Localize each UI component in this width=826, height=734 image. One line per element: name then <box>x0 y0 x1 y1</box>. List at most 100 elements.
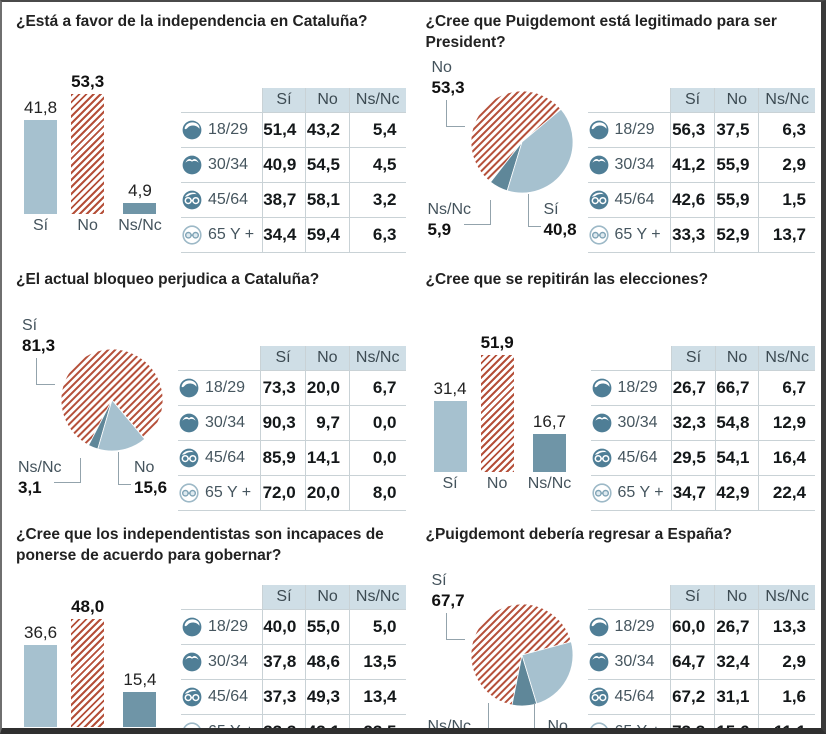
age-group-label: 45/64 <box>617 449 658 466</box>
pie-slice-value: 5,9 <box>427 220 452 239</box>
table-cell: 2,9 <box>758 644 815 680</box>
bar-value-label: 16,7 <box>532 412 567 431</box>
col-header-0: Sí <box>669 88 715 113</box>
table-cell: 40,0 <box>261 609 306 645</box>
age-65-plus-icon <box>589 722 608 728</box>
table-cell: 52,9 <box>714 217 759 253</box>
age-group-cell: 65 Y + <box>181 715 262 728</box>
bar-category-label: Ns/Nc <box>118 217 162 234</box>
table-row: 65 Y + 34,4 59,4 6,3 <box>181 217 406 253</box>
pie-callout-line <box>445 100 465 127</box>
bar-category-label: Sí <box>33 727 48 728</box>
table-cell: 33,3 <box>669 217 715 253</box>
age-45-64-icon <box>592 448 611 468</box>
age-45-64-icon <box>182 190 202 210</box>
pie-label-Sí: Sí 67,7 <box>432 571 465 611</box>
panel-title: ¿Cree que Puigdemont está legitimado par… <box>425 13 777 51</box>
table-row: 65 Y + 33,3 52,9 13,7 <box>587 217 815 253</box>
age-group-cell: 18/29 <box>181 113 262 148</box>
age-30-34-icon <box>589 155 608 175</box>
age-group-cell: 30/34 <box>588 645 671 680</box>
pie-slice-value: 40,8 <box>543 220 577 239</box>
age-group-cell: 65 Y + <box>591 476 672 511</box>
age-group-label: 18/29 <box>614 121 655 138</box>
table-cell: 42,9 <box>714 475 759 511</box>
table-cell: 5,0 <box>348 609 406 645</box>
table-cell: 37,3 <box>261 679 306 715</box>
pie-chart-svg <box>470 90 573 194</box>
table-row: 65 Y + 73,3 15,6 11,1 <box>587 714 815 728</box>
table-cell: 55,0 <box>305 609 350 645</box>
age-group-label: 65 Y + <box>205 484 252 501</box>
pie-slice-No <box>520 641 573 705</box>
table-cell: 72,0 <box>260 475 306 511</box>
table-cell: 73,3 <box>260 370 306 406</box>
pie-slice-name: Sí <box>431 572 447 589</box>
age-30-34-icon <box>589 652 608 672</box>
age-breakdown-table: Sí No Ns/Nc 18/29 26,7 66,7 6,7 30/34 32,3 54,8 12… <box>590 346 815 511</box>
table-row: 30/34 32,3 54,8 12,9 <box>590 405 815 441</box>
age-breakdown-table: Sí No Ns/Nc 18/29 51,4 43,2 5,4 30/34 40,9 54,5 4,… <box>181 88 406 253</box>
table-row: 30/34 37,8 48,6 13,5 <box>181 644 406 680</box>
panel-elecciones: ¿Cree que se repitirán las elecciones? 3… <box>412 260 822 515</box>
pie-label-Ns/Nc: Ns/Nc <box>427 717 472 734</box>
bar-0 <box>24 645 58 727</box>
pie-label-No: No 53,3 <box>432 58 465 98</box>
age-group-label: 18/29 <box>208 121 249 138</box>
pie-slice-name: No <box>134 459 155 476</box>
pie-chart-svg <box>60 348 164 452</box>
table-cell: 1,5 <box>758 182 815 218</box>
pie-slice-No <box>470 90 562 183</box>
pie-chart: Sí 67,7 Ns/Nc No <box>426 572 588 734</box>
table-cell: 26,7 <box>714 609 759 645</box>
table-row: 30/34 41,2 55,9 2,9 <box>587 147 815 183</box>
col-header-1: No <box>305 88 350 113</box>
panel-independentistas: ¿Cree que los independentistas son incap… <box>2 515 412 728</box>
table-cell: 37,5 <box>714 112 759 148</box>
age-group-cell: 18/29 <box>591 371 672 406</box>
col-header-0: Sí <box>669 585 715 610</box>
bar-0 <box>433 401 467 472</box>
pie-slice-name: Sí <box>22 317 38 334</box>
age-group-label: 18/29 <box>205 379 246 396</box>
age-group-cell: 45/64 <box>588 680 671 715</box>
col-header-0: Sí <box>671 346 716 371</box>
table-cell: 20,0 <box>304 370 350 406</box>
bar-category-label: Sí <box>32 217 49 234</box>
bar-chart: 36,6 Sí 48,0 No 15,4 Ns/Nc <box>16 585 181 728</box>
table-row: 18/29 40,0 55,0 5,0 <box>181 609 406 645</box>
pie-label-Ns/Nc: Ns/Nc 5,9 <box>428 200 472 240</box>
age-18-29-icon <box>589 120 608 140</box>
table-cell: 66,7 <box>714 370 759 406</box>
pie-slice-Sí <box>506 108 573 194</box>
age-group-cell: 45/64 <box>591 441 672 476</box>
age-column-header <box>178 346 261 371</box>
table-row: 45/64 37,3 49,3 13,4 <box>181 679 406 715</box>
pie-callout-line <box>445 613 465 640</box>
bar-category-label: Ns/Nc <box>118 727 162 728</box>
panel-puigdemont-legitimado: ¿Cree que Puigdemont está legitimado par… <box>412 2 822 260</box>
bar-value-label: 51,9 <box>480 333 514 352</box>
panel-independencia: ¿Está a favor de la independencia en Cat… <box>2 2 412 260</box>
table-cell: 43,1 <box>305 714 350 728</box>
table-cell: 6,3 <box>348 217 406 253</box>
table-row: 18/29 56,3 37,5 6,3 <box>587 112 815 148</box>
age-65-plus-icon <box>183 722 201 728</box>
age-column-header <box>181 88 262 113</box>
age-65-plus-icon <box>588 225 609 245</box>
age-breakdown-table: Sí No Ns/Nc 18/29 60,0 26,7 13,3 30/34 64,7 32,4 2… <box>587 585 815 728</box>
age-group-cell: 65 Y + <box>178 476 261 511</box>
table-cell: 4,5 <box>348 147 406 183</box>
age-group-label: 45/64 <box>614 688 655 705</box>
age-30-34-icon <box>592 413 611 433</box>
pie-label-Sí: Sí 40,8 <box>544 200 577 240</box>
age-breakdown-table: Sí No Ns/Nc 18/29 56,3 37,5 6,3 30/34 41,2 55,9 2,… <box>587 88 815 253</box>
table-row: 30/34 64,7 32,4 2,9 <box>587 644 815 680</box>
col-header-2: Ns/Nc <box>348 88 406 113</box>
pie-slice-value: 81,3 <box>22 336 56 355</box>
bar-group-0: 31,4 Sí <box>434 379 467 494</box>
table-cell: 13,5 <box>348 644 406 680</box>
age-30-34-icon <box>182 652 202 672</box>
pie-slice-name: Ns/Nc <box>427 718 472 734</box>
pie-callout-line <box>533 703 536 728</box>
